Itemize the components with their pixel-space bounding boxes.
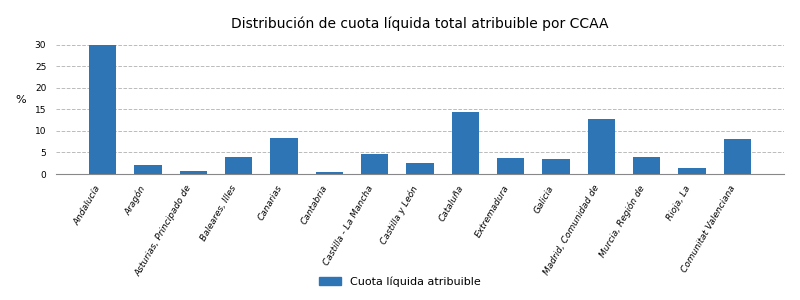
Bar xyxy=(134,165,162,174)
Bar xyxy=(678,168,706,174)
Bar xyxy=(406,163,434,174)
Bar xyxy=(180,171,207,174)
Bar xyxy=(270,138,298,174)
Bar xyxy=(497,158,524,174)
Bar xyxy=(452,112,479,174)
Legend: Cuota líquida atribuible: Cuota líquida atribuible xyxy=(314,272,486,291)
Bar xyxy=(588,119,615,174)
Bar xyxy=(633,157,660,174)
Bar xyxy=(316,172,343,174)
Bar xyxy=(89,46,116,174)
Bar xyxy=(724,139,751,174)
Title: Distribución de cuota líquida total atribuible por CCAA: Distribución de cuota líquida total atri… xyxy=(231,16,609,31)
Bar xyxy=(225,157,252,174)
Bar xyxy=(361,154,388,174)
Bar xyxy=(542,159,570,174)
Y-axis label: %: % xyxy=(15,95,26,105)
